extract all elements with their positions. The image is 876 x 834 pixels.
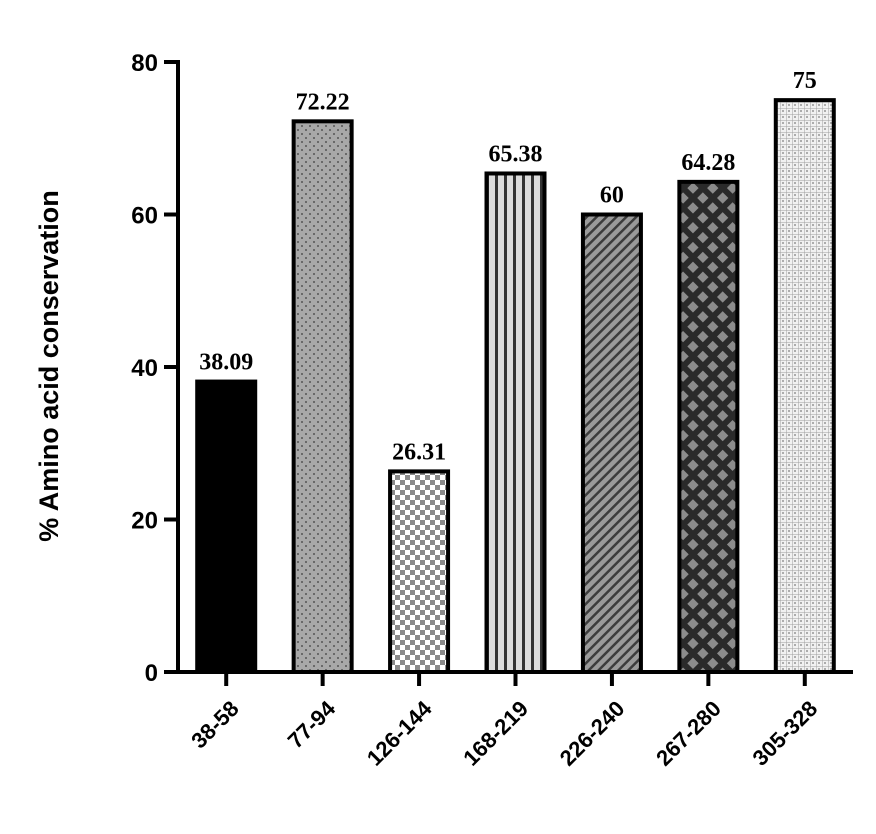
x-tick-label: 305-328 (748, 696, 823, 771)
data-label-305-328: 75 (793, 68, 817, 94)
bar-38-58 (195, 379, 258, 674)
x-axis-ticks: 38-58 77-94 126-144 168-219 226-240 267-280 30… (186, 672, 822, 771)
y-tick-label: 20 (131, 508, 158, 535)
bar-305-328 (773, 98, 836, 674)
y-axis-ticks: 0 20 40 60 80 (131, 50, 178, 687)
bar-168-219 (484, 171, 547, 674)
bar-226-240 (580, 212, 643, 674)
data-label-77-94: 72.22 (296, 89, 350, 115)
y-tick-label: 0 (145, 660, 158, 687)
x-tick-label: 77-94 (283, 695, 341, 753)
data-label-226-240: 60 (600, 183, 624, 209)
y-axis-title: % Amino acid conservation (34, 190, 64, 542)
bar-267-280 (677, 179, 740, 675)
data-label-126-144: 26.31 (392, 439, 446, 465)
x-tick-label: 267-280 (651, 696, 726, 771)
data-label-267-280: 64.28 (681, 150, 735, 176)
x-tick-label: 126-144 (362, 695, 437, 770)
bars (195, 98, 836, 675)
bar-77-94 (291, 119, 354, 674)
y-tick-label: 80 (131, 50, 158, 77)
y-tick-label: 60 (131, 203, 158, 230)
x-tick-label: 226-240 (555, 696, 630, 771)
data-label-38-58: 38.09 (199, 350, 253, 376)
data-labels: 38.09 72.22 26.31 65.38 60 64.28 75 (199, 68, 817, 465)
bar-126-144 (388, 469, 451, 675)
x-tick-label: 38-58 (186, 696, 243, 753)
data-label-168-219: 65.38 (489, 141, 543, 167)
x-tick-label: 168-219 (458, 696, 533, 771)
y-tick-label: 40 (131, 355, 158, 382)
